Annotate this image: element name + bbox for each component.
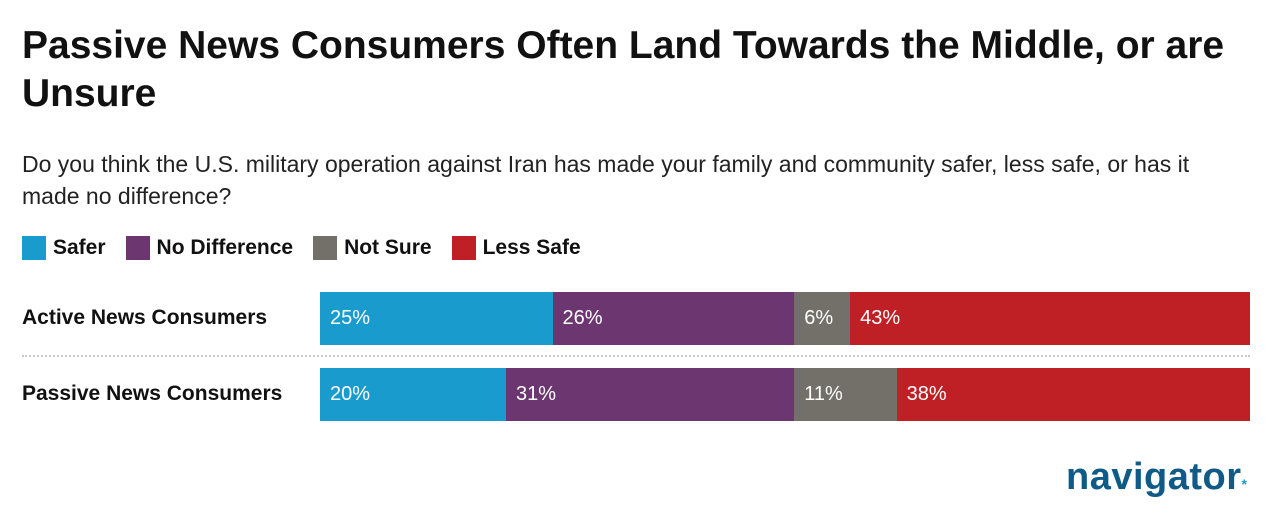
bar-segment: 6% [794, 292, 851, 345]
legend-item: Less Safe [451, 236, 581, 260]
data-label: 43% [860, 307, 901, 329]
chart-subtitle: Do you think the U.S. military operation… [22, 151, 1190, 209]
data-label: 38% [906, 383, 947, 405]
legend-label: Less Safe [482, 236, 581, 259]
legend-swatch [22, 236, 46, 260]
legend-item: No Difference [125, 236, 294, 260]
data-label: 20% [330, 383, 371, 405]
legend-label: No Difference [156, 236, 294, 259]
data-label: 25% [330, 307, 371, 329]
bar-segment: 26% [552, 292, 795, 345]
legend-swatch [451, 236, 476, 260]
legend-label: Not Sure [344, 236, 432, 259]
bar-segment: 20% [320, 368, 506, 421]
data-label: 11% [804, 383, 843, 405]
bar-segment: 11% [794, 368, 897, 421]
star-icon: * [1241, 476, 1248, 492]
navigator-logo: navigator* [1066, 456, 1248, 498]
legend-item: Not Sure [313, 236, 432, 260]
row-label-active: Active News Consumers [22, 306, 268, 329]
data-label: 26% [562, 307, 603, 329]
bar-segment: 38% [896, 368, 1250, 421]
row-divider [22, 355, 1250, 357]
chart-title: Passive News Consumers Often Land Toward… [22, 24, 1225, 115]
legend: Safer No Difference Not Sure Less Safe [22, 236, 581, 260]
bar-passive: 20% 31% 11% 38% [320, 368, 1250, 421]
bar-segment: 25% [320, 292, 553, 345]
bar-segment: 43% [850, 292, 1250, 345]
data-label: 6% [804, 307, 834, 329]
legend-label: Safer [53, 236, 106, 259]
legend-swatch [125, 236, 150, 260]
bar-active: 25% 26% 6% 43% [320, 292, 1250, 345]
row-label-passive: Passive News Consumers [22, 382, 283, 405]
bar-segment: 31% [506, 368, 795, 421]
legend-item: Safer [22, 236, 106, 260]
data-label: 31% [516, 383, 557, 405]
legend-swatch [313, 236, 338, 260]
